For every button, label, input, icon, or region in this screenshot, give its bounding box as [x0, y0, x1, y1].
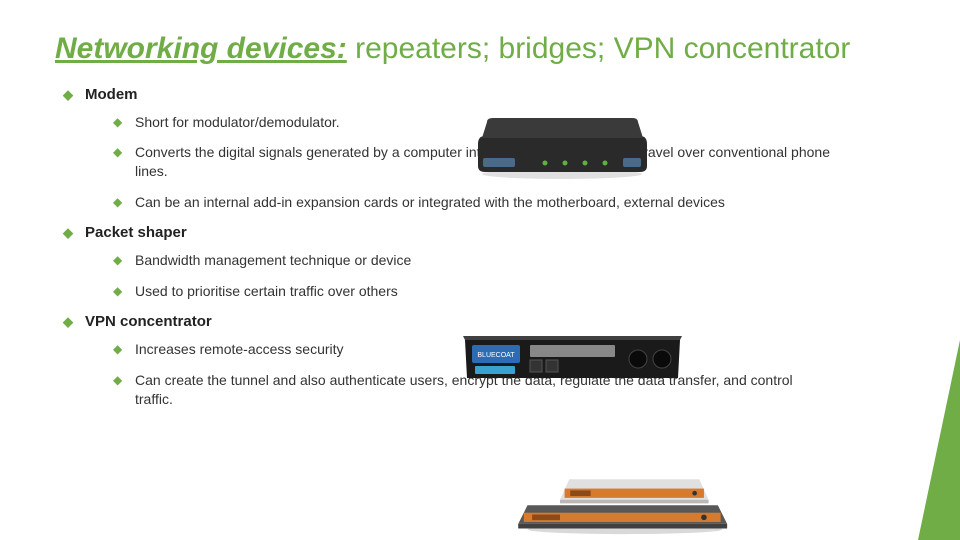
section-heading: Packet shaper — [85, 224, 187, 241]
slide-title: Networking devices: repeaters; bridges; … — [55, 30, 905, 68]
section-heading: VPN concentrator — [85, 313, 212, 330]
bullet: Bandwidth management technique or device — [113, 251, 833, 270]
section-packet-shaper: Packet shaper Bandwidth management techn… — [63, 224, 905, 301]
svg-text:BLUECOAT: BLUECOAT — [477, 352, 515, 359]
accent-decoration — [918, 340, 960, 540]
title-rest: repeaters; bridges; VPN concentrator — [347, 32, 851, 65]
section-heading: Modem — [85, 86, 138, 103]
bullet: Can be an internal add-in expansion card… — [113, 193, 833, 212]
title-bold: Networking devices: — [55, 32, 347, 65]
packet-shaper-image: BLUECOAT — [460, 330, 685, 385]
bullet: Short for modulator/demodulator. — [113, 113, 433, 132]
bullet: Converts the digital signals generated b… — [113, 143, 833, 181]
vpn-concentrator-image — [510, 470, 740, 535]
modem-image — [475, 118, 650, 180]
bullet: Used to prioritise certain traffic over … — [113, 282, 833, 301]
